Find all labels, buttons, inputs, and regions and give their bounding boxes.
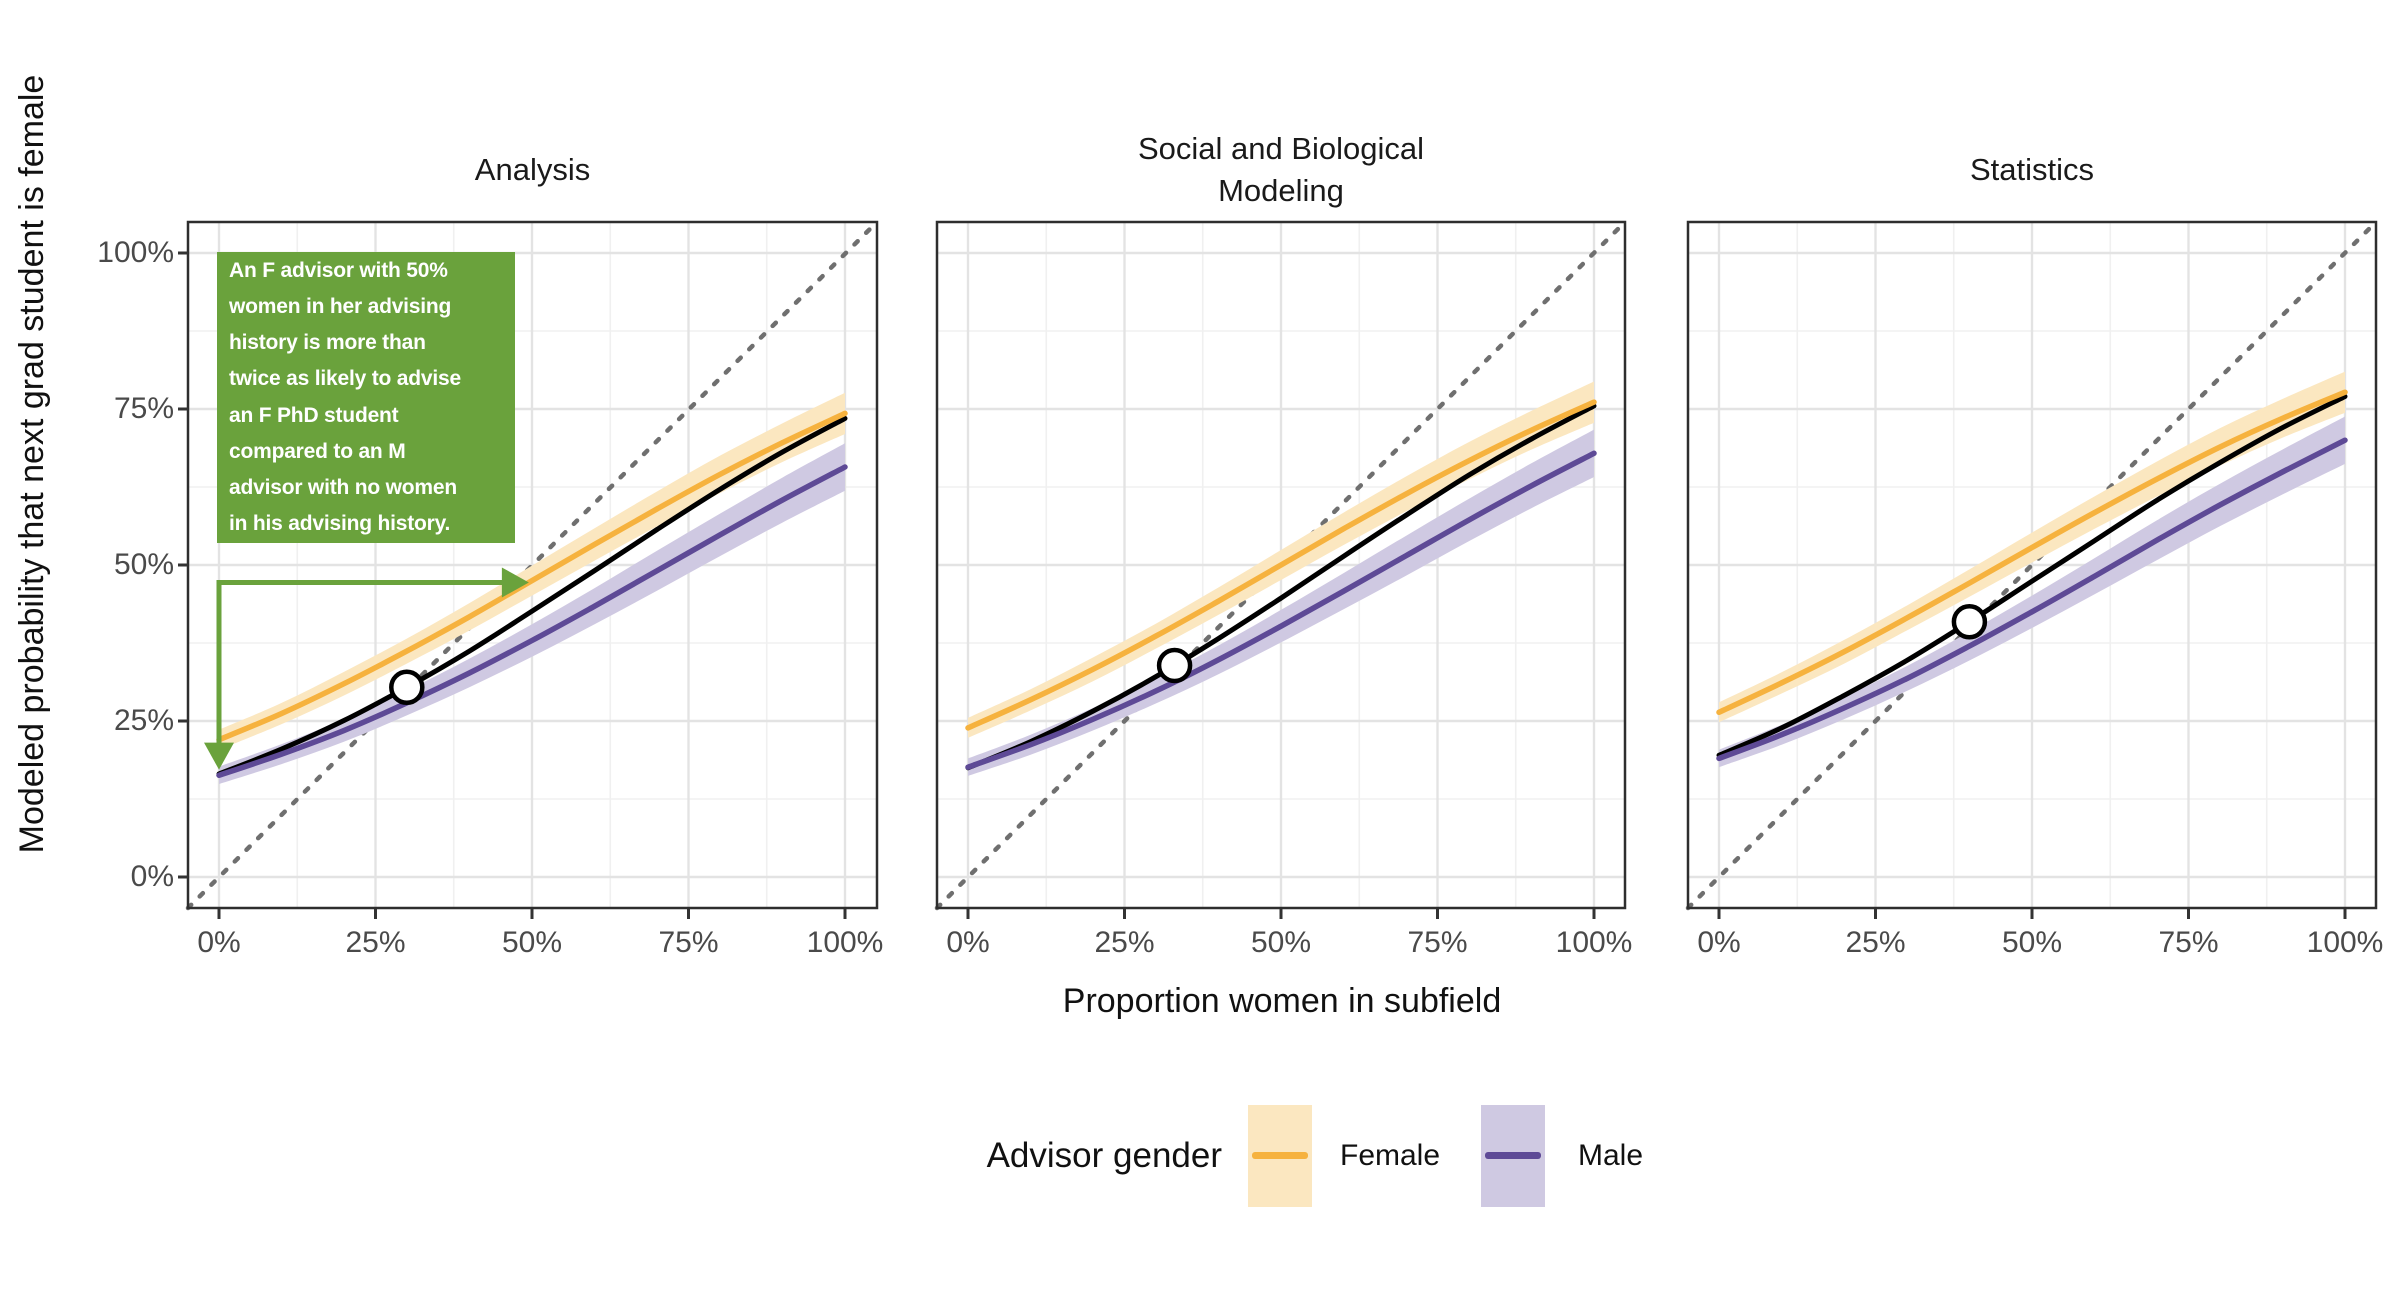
- annotation-text-line: in his advising history.: [229, 512, 451, 536]
- x-tick-label: 25%: [345, 926, 406, 959]
- x-tick-label: 75%: [2158, 926, 2219, 959]
- legend-label-male: Male: [1578, 1139, 1644, 1172]
- panel-border: [1686, 220, 2378, 910]
- legend-title: Advisor gender: [986, 1136, 1222, 1175]
- legend: Advisor gender Female Male: [0, 1100, 2400, 1212]
- fixed-point-marker: [1951, 604, 1988, 640]
- annotation-arrowhead-right: [501, 567, 529, 598]
- male-confidence-band: [1719, 416, 2345, 768]
- panel-border: [935, 220, 1627, 910]
- panel-title-social-biological-modeling: Social and Biological Modeling: [1137, 131, 1425, 208]
- legend-key-female: [1248, 1105, 1312, 1207]
- y-tick-label: 25%: [113, 704, 174, 737]
- female-line: [1716, 389, 2348, 716]
- female-line: [216, 410, 848, 743]
- annotation-text-line: compared to an M: [229, 439, 406, 463]
- fixed-point-marker: [1156, 647, 1193, 684]
- annotation-text-line: an F PhD student: [229, 403, 399, 427]
- y-tick-label: 75%: [113, 392, 174, 425]
- x-tick-label: 50%: [2001, 926, 2063, 959]
- identity-line: [1685, 219, 2379, 911]
- overall-line: [965, 403, 1597, 771]
- x-tick-label: 25%: [1845, 926, 1906, 959]
- y-axis-title: Modeled probability that next grad stude…: [13, 74, 51, 854]
- annotation-arrowhead-down: [204, 742, 234, 770]
- identity-line: [185, 219, 880, 911]
- male-line: [965, 450, 1597, 770]
- legend-label-female: Female: [1340, 1139, 1441, 1172]
- female-confidence-band: [219, 392, 845, 750]
- x-tick-label: 100%: [1555, 926, 1633, 959]
- x-tick-label: 100%: [806, 926, 884, 959]
- male-line: [216, 464, 848, 779]
- x-tick-label: 100%: [2306, 926, 2384, 959]
- annotation-text-line: An F advisor with 50%: [229, 258, 448, 282]
- annotation-text-line: women in her advising: [229, 294, 452, 318]
- annotation-text-line: history is more than: [229, 331, 426, 355]
- legend-key-male: [1481, 1105, 1545, 1207]
- annotation-arrow-elbow: [216, 579, 503, 744]
- female-line-swatch: [1252, 1152, 1308, 1159]
- overall-line: [216, 415, 848, 777]
- female-confidence-band: [968, 381, 1594, 738]
- y-tick-label: 50%: [113, 548, 174, 581]
- overall-line: [1716, 394, 2348, 758]
- y-tick-label: 100%: [97, 236, 174, 269]
- x-tick-label: 75%: [658, 926, 719, 959]
- panel-title-statistics: Statistics: [1969, 152, 2095, 187]
- x-axis-title: Proportion women in subfield: [1062, 982, 1502, 1020]
- annotation-box: An F advisor with 50% women in her advis…: [217, 252, 515, 543]
- x-tick-label: 50%: [501, 926, 563, 959]
- annotation-text-line: twice as likely to advise: [229, 367, 461, 391]
- x-tick-label: 0%: [946, 926, 990, 959]
- identity-line: [934, 219, 1628, 911]
- x-tick-label: 25%: [1094, 926, 1155, 959]
- x-tick-label: 0%: [1697, 926, 1741, 959]
- fixed-point-marker: [389, 669, 425, 706]
- y-tick-label: 0%: [130, 860, 174, 893]
- female-line: [965, 399, 1597, 731]
- male-line: [1716, 437, 2348, 762]
- male-line-swatch: [1485, 1152, 1541, 1159]
- panel-title-analysis: Analysis: [474, 152, 591, 187]
- x-tick-label: 0%: [197, 926, 241, 959]
- x-tick-label: 50%: [1250, 926, 1312, 959]
- annotation-text-line: advisor with no women: [229, 475, 457, 499]
- x-tick-label: 75%: [1407, 926, 1468, 959]
